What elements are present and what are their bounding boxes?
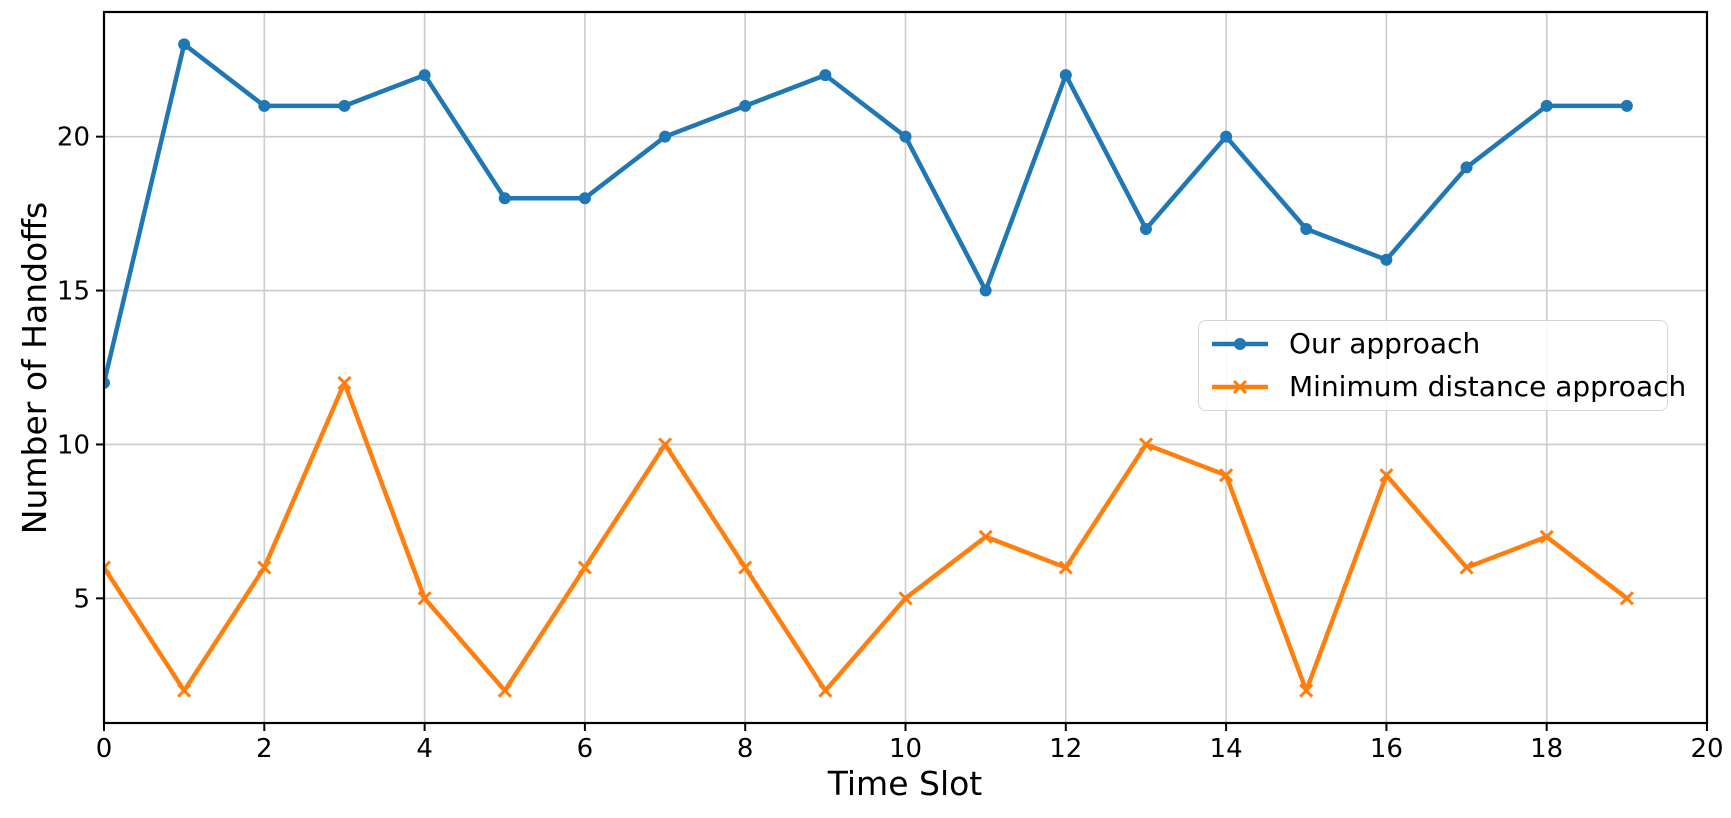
data-point-marker [1460, 161, 1473, 174]
x-tick-label: 18 [1530, 734, 1563, 764]
data-point-marker [578, 192, 591, 205]
data-point-marker [1219, 468, 1234, 483]
y-tick-label: 15 [57, 277, 90, 307]
data-point-marker [659, 130, 672, 143]
legend-label: Minimum distance approach [1289, 370, 1687, 403]
x-tick-label: 8 [737, 734, 754, 764]
data-point-marker [178, 38, 191, 51]
data-point-marker [1299, 683, 1314, 698]
series-layer [104, 38, 1634, 698]
data-point-marker [739, 99, 752, 112]
y-tick-label: 20 [57, 123, 90, 153]
data-point-marker [1220, 130, 1233, 143]
y-axis-label: Number of Handoffs [15, 202, 54, 534]
data-point-marker [1540, 99, 1553, 112]
data-point-marker [819, 69, 832, 82]
x-tick-label: 14 [1210, 734, 1243, 764]
data-point-marker [1620, 99, 1633, 112]
data-point-marker [1138, 437, 1154, 452]
data-point-marker [898, 591, 913, 606]
x-tick-label: 12 [1049, 734, 1082, 764]
x-tick-label: 0 [96, 734, 113, 764]
data-point-marker [1139, 222, 1152, 235]
data-point-marker [978, 529, 993, 544]
data-point-marker [337, 375, 352, 390]
data-point-marker [1380, 253, 1393, 266]
data-point-marker [1459, 560, 1474, 575]
data-point-marker [417, 591, 432, 606]
legend-line-sample-x-marker [1212, 379, 1268, 395]
data-point-marker [177, 683, 192, 698]
x-axis-label: Time Slot [827, 764, 983, 803]
data-point-marker [899, 130, 912, 143]
legend-line-sample-circle-marker [1212, 338, 1268, 350]
data-point-marker [738, 560, 753, 575]
data-point-marker [104, 376, 110, 389]
x-tick-label: 10 [889, 734, 922, 764]
tick-label-layer: 0 2 4 6 8 10 12 14 16 18 20 5 10 15 20 [57, 123, 1724, 764]
data-point-marker [657, 437, 673, 452]
data-point-marker [1059, 69, 1072, 82]
x-tick-label: 6 [577, 734, 594, 764]
x-tick-label: 4 [416, 734, 433, 764]
x-tick-label: 16 [1370, 734, 1403, 764]
x-tick-label: 20 [1690, 734, 1723, 764]
axes-layer [96, 10, 1709, 731]
data-point-marker [498, 192, 511, 205]
y-tick-label: 10 [57, 430, 90, 460]
data-point-marker [104, 560, 112, 575]
data-point-marker [1619, 591, 1634, 606]
data-point-marker [258, 99, 271, 112]
series-line-0 [104, 42, 1630, 386]
legend-entry-our-approach: Our approach [1211, 327, 1655, 361]
legend-entry-minimum-distance-approach: Minimum distance approach [1211, 370, 1686, 404]
data-point-marker [1300, 222, 1313, 235]
data-point-marker [577, 560, 592, 575]
data-point-marker [979, 284, 992, 297]
data-point-marker [338, 99, 351, 112]
data-point-marker [1539, 529, 1554, 544]
data-point-marker [1058, 560, 1073, 575]
legend-label: Our approach [1289, 327, 1481, 360]
data-point-marker [818, 683, 833, 698]
legend: Our approach Minimum distance approach [1198, 320, 1686, 411]
data-point-marker [497, 683, 512, 698]
y-tick-label: 5 [73, 584, 90, 614]
data-point-marker [1379, 468, 1394, 483]
data-point-marker [257, 560, 272, 575]
series-line-1 [104, 380, 1630, 693]
x-tick-label: 2 [256, 734, 273, 764]
data-point-marker [418, 69, 431, 82]
